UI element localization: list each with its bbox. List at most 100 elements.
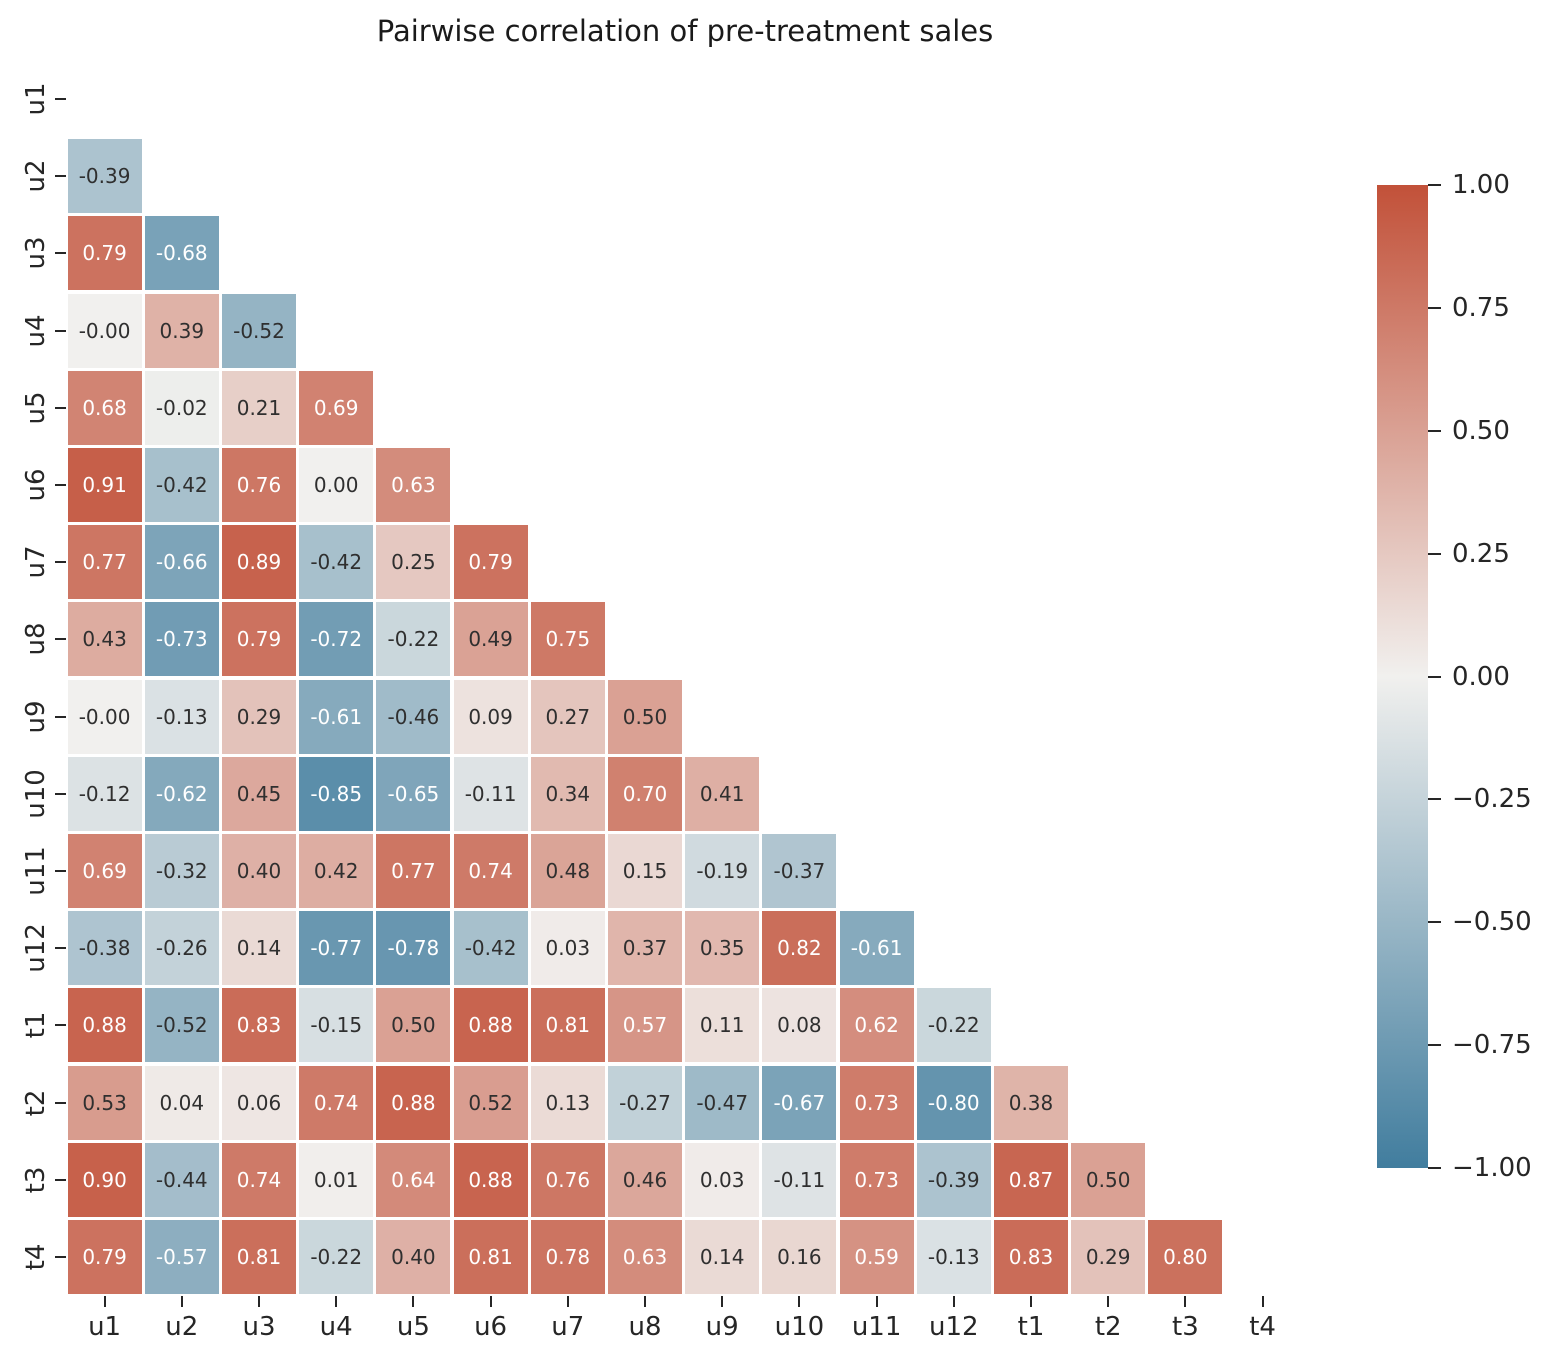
heatmap-cell: 0.15: [607, 833, 683, 909]
y-tick-mark: [55, 1024, 66, 1027]
heatmap-cell: 0.69: [67, 833, 142, 909]
heatmap-cell: -0.00: [67, 293, 142, 368]
x-tick-mark: [566, 1295, 569, 1307]
x-tick-mark: [412, 1295, 415, 1307]
colorbar-tick-label: −1.00: [1452, 1153, 1532, 1183]
heatmap-cell: 0.06: [221, 1065, 297, 1140]
x-tick-label: u6: [474, 1311, 508, 1342]
y-tick-mark: [55, 638, 66, 641]
heatmap-cell: 0.03: [530, 911, 605, 986]
x-tick-mark: [258, 1295, 260, 1307]
colorbar-tick-label: 0.25: [1452, 538, 1510, 569]
colorbar-tick-label: 0.50: [1452, 415, 1510, 446]
heatmap-cell: 0.40: [376, 1219, 451, 1295]
heatmap-cell: 0.74: [453, 833, 528, 909]
heatmap-cell: 0.52: [453, 1065, 528, 1140]
x-tick-mark: [721, 1295, 724, 1307]
heatmap-cell: 0.11: [685, 988, 760, 1063]
heatmap-cell: 0.29: [1071, 1219, 1146, 1295]
heatmap-cell: 0.37: [607, 911, 683, 986]
x-tick-label: u8: [628, 1311, 662, 1342]
x-tick-label: u7: [551, 1311, 585, 1342]
heatmap-cell: 0.29: [221, 679, 297, 754]
colorbar-tick-mark: [1428, 798, 1441, 801]
heatmap-cell: 0.50: [607, 679, 683, 754]
heatmap-cell: 0.25: [376, 525, 451, 600]
heatmap-cell: 0.70: [607, 756, 683, 831]
colorbar-tick-mark: [1428, 1044, 1441, 1047]
y-tick-mark: [55, 715, 66, 718]
heatmap-cell: -0.68: [144, 216, 219, 291]
x-tick-mark: [180, 1295, 183, 1307]
x-tick-mark: [1107, 1295, 1110, 1307]
heatmap-cell: 0.64: [376, 1142, 451, 1217]
heatmap-cell: 0.83: [993, 1219, 1069, 1295]
x-tick-mark: [875, 1295, 878, 1307]
heatmap-cell: 0.73: [839, 1142, 914, 1217]
heatmap-cell: -0.42: [453, 911, 528, 986]
x-tick-label: u11: [851, 1311, 902, 1342]
heatmap-cell: -0.61: [299, 679, 374, 754]
x-tick-mark: [798, 1295, 801, 1307]
x-tick-mark: [644, 1295, 646, 1307]
heatmap-cell: 0.79: [221, 602, 297, 677]
heatmap-cell: 0.69: [299, 370, 374, 445]
heatmap-cell: 0.35: [685, 911, 760, 986]
heatmap-cell: -0.22: [299, 1219, 374, 1295]
colorbar-tick-label: 1.00: [1452, 170, 1510, 200]
heatmap-cell: 0.48: [530, 833, 605, 909]
heatmap-cell: -0.00: [67, 679, 142, 754]
x-tick-label: t4: [1249, 1311, 1276, 1342]
heatmap-cell: -0.32: [144, 833, 219, 909]
heatmap-cell: 0.80: [1148, 1219, 1223, 1295]
heatmap-cell: 0.81: [453, 1219, 528, 1295]
x-tick-label: u1: [88, 1311, 122, 1342]
heatmap-cell: 0.50: [1071, 1142, 1146, 1217]
heatmap-cell: -0.11: [453, 756, 528, 831]
heatmap-cell: -0.11: [762, 1142, 837, 1217]
y-tick-mark: [55, 1101, 66, 1104]
heatmap-cell: 0.90: [67, 1142, 142, 1217]
heatmap-cell: 0.62: [839, 988, 914, 1063]
heatmap-cell: 0.41: [685, 756, 760, 831]
heatmap-cell: -0.80: [916, 1065, 991, 1140]
heatmap-cell: 0.21: [221, 370, 297, 445]
heatmap-cell: -0.73: [144, 602, 219, 677]
x-tick-label: u2: [165, 1311, 199, 1342]
heatmap-cell: 0.09: [453, 679, 528, 754]
heatmap-cell: -0.12: [67, 756, 142, 831]
heatmap-cell: -0.42: [144, 447, 219, 523]
heatmap-cell: 0.73: [839, 1065, 914, 1140]
y-tick-mark: [55, 406, 66, 409]
heatmap-cell: 0.74: [299, 1065, 374, 1140]
y-tick-mark: [55, 252, 66, 255]
heatmap-cell: 0.81: [530, 988, 605, 1063]
heatmap-cell: -0.37: [762, 833, 837, 909]
heatmap-cell: -0.47: [685, 1065, 760, 1140]
heatmap-cell: -0.38: [67, 911, 142, 986]
heatmap-cell: 0.46: [607, 1142, 683, 1217]
heatmap-cell: 0.27: [530, 679, 605, 754]
heatmap-cell: 0.04: [144, 1065, 219, 1140]
y-tick-mark: [55, 1178, 66, 1181]
heatmap-cell: 0.87: [993, 1142, 1069, 1217]
x-tick-mark: [1030, 1295, 1032, 1307]
heatmap-cell: 0.74: [221, 1142, 297, 1217]
colorbar-tick-label: −0.75: [1452, 1030, 1532, 1061]
heatmap-cell: 0.50: [376, 988, 451, 1063]
x-tick-mark: [335, 1295, 338, 1307]
heatmap-cell: -0.77: [299, 911, 374, 986]
y-tick-mark: [55, 175, 66, 178]
heatmap-cell: 0.40: [221, 833, 297, 909]
heatmap-cell: 0.42: [299, 833, 374, 909]
heatmap-cell: 0.03: [685, 1142, 760, 1217]
y-tick-mark: [55, 947, 66, 950]
x-tick-label: u4: [319, 1311, 353, 1342]
x-tick-label: u9: [705, 1311, 739, 1342]
heatmap-cell: 0.13: [530, 1065, 605, 1140]
heatmap-cell: -0.67: [762, 1065, 837, 1140]
x-tick-label: u3: [242, 1311, 276, 1342]
colorbar-tick-mark: [1428, 1167, 1441, 1169]
x-tick-mark: [489, 1295, 492, 1307]
heatmap-cell: -0.15: [299, 988, 374, 1063]
